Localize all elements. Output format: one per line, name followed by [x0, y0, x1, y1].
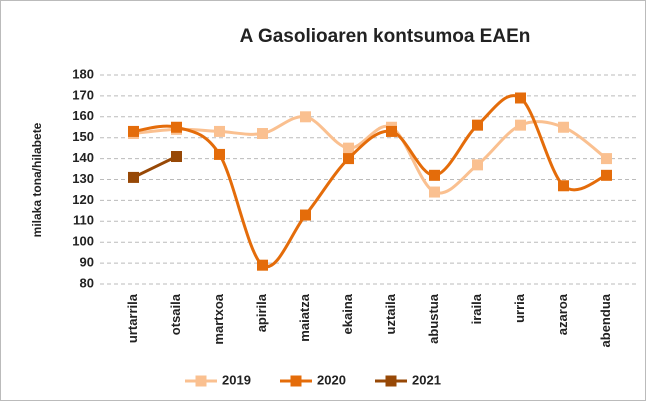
point-marker [171, 121, 182, 133]
point-marker [601, 169, 612, 181]
point-marker [128, 125, 139, 137]
chart-title: A Gasolioaren kontsumoa EAEn [240, 26, 531, 47]
point-marker [472, 119, 483, 131]
y-tick-label: 120 [72, 192, 94, 207]
legend-marker [385, 375, 397, 387]
point-marker [214, 125, 225, 137]
point-marker [386, 125, 397, 137]
legend-label: 2020 [317, 372, 346, 387]
x-tick-label: abendua [598, 293, 613, 347]
x-tick-label: azaroa [555, 293, 570, 335]
point-marker [257, 259, 268, 271]
x-tick-label: maiatza [297, 293, 312, 341]
y-tick-label: 160 [72, 108, 94, 123]
point-marker [128, 171, 139, 183]
y-tick-label: 150 [72, 129, 94, 144]
y-tick-label: 110 [73, 213, 94, 228]
point-marker [300, 209, 311, 221]
point-marker [558, 121, 569, 133]
y-tick-label: 100 [72, 234, 94, 249]
point-marker [515, 119, 526, 131]
y-tick-label: 80 [80, 275, 94, 290]
legend-marker [195, 375, 207, 387]
x-tick-label: martxoa [211, 293, 226, 344]
x-tick-label: urtarrila [125, 293, 140, 343]
point-marker [171, 151, 182, 163]
legend-label: 2021 [412, 372, 441, 387]
y-tick-label: 170 [72, 87, 94, 102]
y-tick-label: 130 [72, 171, 94, 186]
y-tick-label: 140 [72, 150, 94, 165]
x-tick-label: ekaina [340, 293, 355, 334]
y-axis-label: milaka tona/hilabete [30, 122, 44, 237]
point-marker [343, 153, 354, 165]
point-marker [515, 92, 526, 104]
y-tick-label: 90 [80, 255, 94, 270]
point-marker [558, 180, 569, 192]
y-tick-label: 180 [72, 66, 94, 81]
point-marker [214, 148, 225, 160]
legend-label: 2019 [222, 372, 251, 387]
x-tick-label: uztaila [383, 293, 398, 334]
point-marker [601, 153, 612, 165]
x-tick-label: iraila [469, 293, 484, 324]
point-marker [300, 111, 311, 123]
x-tick-label: urria [512, 293, 527, 323]
legend-marker [290, 375, 302, 387]
point-marker [257, 128, 268, 140]
point-marker [472, 159, 483, 171]
x-tick-label: abustua [426, 293, 441, 344]
point-marker [343, 142, 354, 154]
point-marker [429, 169, 440, 181]
x-tick-label: otsaila [168, 293, 183, 335]
point-marker [429, 186, 440, 198]
x-tick-label: apirila [254, 293, 269, 332]
